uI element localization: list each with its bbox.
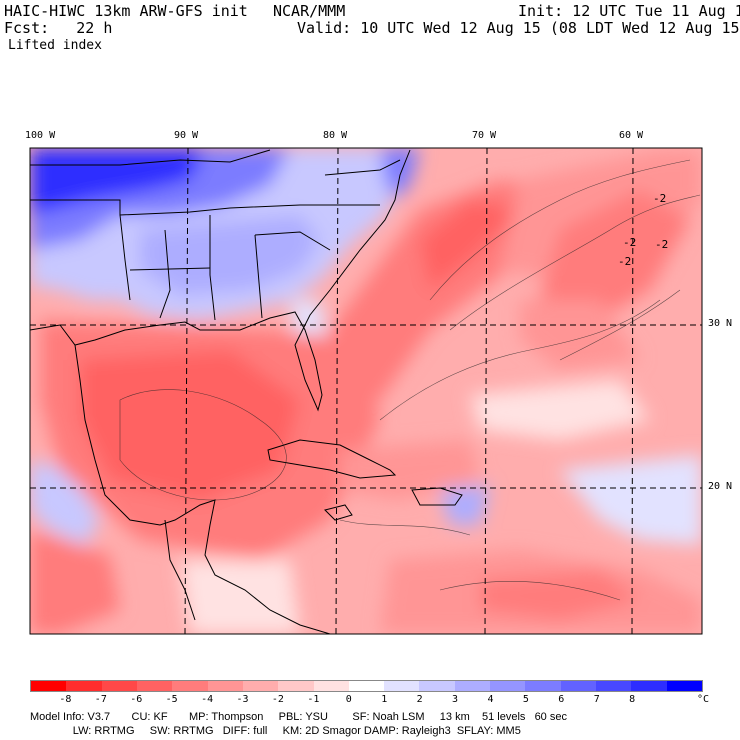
legend-swatch	[419, 681, 455, 691]
legend-swatch	[172, 681, 208, 691]
legend-unit: °C	[697, 694, 710, 705]
lon-label: 80 W	[323, 130, 348, 141]
valid-time: Valid: 10 UTC Wed 12 Aug 15 (08 LDT Wed …	[297, 19, 740, 37]
legend-tick: -6	[130, 694, 143, 705]
model-info-line2: LW: RRTMG SW: RRTMG DIFF: full KM: 2D Sm…	[30, 725, 521, 737]
legend-swatch	[454, 681, 491, 691]
legend-swatch	[631, 681, 667, 691]
legend-swatch	[348, 681, 385, 691]
model-info-line1: Model Info: V3.7 CU: KF MP: Thompson PBL…	[30, 711, 567, 723]
legend-swatch	[278, 681, 314, 691]
model-title: HAIC-HIWC 13km ARW-GFS init	[4, 2, 248, 20]
map-frame	[29, 147, 703, 635]
legend-tick: 7	[593, 694, 600, 705]
legend-swatch	[525, 681, 561, 691]
legend-swatch	[596, 681, 632, 691]
color-legend	[30, 680, 703, 692]
legend-swatch	[31, 681, 67, 691]
legend-tick: 1	[381, 694, 388, 705]
lon-label: 70 W	[472, 130, 497, 141]
legend-tick: -8	[59, 694, 72, 705]
legend-swatch	[560, 681, 596, 691]
forecast-hour: Fcst: 22 h	[4, 19, 113, 37]
legend-tick: 4	[487, 694, 494, 705]
contour-label: -2	[655, 238, 668, 251]
contour-label: -2	[623, 236, 636, 249]
legend-tick: 5	[522, 694, 529, 705]
legend-tick: 6	[558, 694, 565, 705]
legend-swatch	[207, 681, 243, 691]
legend-tick: 3	[452, 694, 459, 705]
legend-tick: 8	[629, 694, 636, 705]
legend-tick: -1	[307, 694, 320, 705]
legend-tick: -5	[165, 694, 178, 705]
lon-label: 60 W	[619, 130, 644, 141]
legend-swatch	[136, 681, 173, 691]
coastlines	[30, 149, 463, 634]
legend-tick: -4	[201, 694, 214, 705]
field-name: Lifted index	[8, 38, 102, 53]
lat-label: 20 N	[708, 481, 733, 492]
legend-tick: -2	[271, 694, 284, 705]
init-time: Init: 12 UTC Tue 11 Aug 15	[518, 2, 740, 20]
lon-label: 100 W	[25, 130, 56, 141]
contour-lines	[119, 159, 701, 601]
lat-lon-grid	[30, 148, 702, 634]
contour-label: -2	[618, 255, 631, 268]
legend-swatch	[666, 681, 702, 691]
legend-tick: -7	[94, 694, 107, 705]
map-field	[30, 148, 702, 634]
lon-label: 90 W	[174, 130, 199, 141]
lat-label: 30 N	[708, 318, 733, 329]
legend-tick: -3	[236, 694, 249, 705]
legend-swatch	[101, 681, 137, 691]
legend-swatch	[66, 681, 102, 691]
legend-swatch	[242, 681, 279, 691]
contour-label: -2	[653, 192, 666, 205]
legend-swatch	[490, 681, 526, 691]
legend-tick: 2	[416, 694, 423, 705]
legend-swatch	[384, 681, 420, 691]
organization-label: NCAR/MMM	[273, 2, 346, 20]
legend-swatch	[313, 681, 349, 691]
legend-tick: 0	[345, 694, 352, 705]
legend-tick-labels: -8 -7 -6 -5 -4 -3 -2 -1 0 1 2 3 4 5 6 7 8	[30, 694, 703, 706]
